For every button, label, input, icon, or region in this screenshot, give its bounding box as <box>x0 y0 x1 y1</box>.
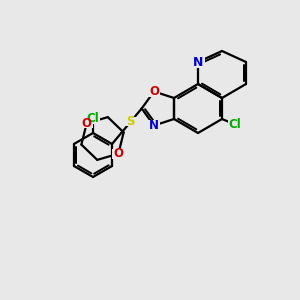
Bar <box>148 86 160 97</box>
Text: N: N <box>149 119 159 132</box>
Text: S: S <box>126 116 135 128</box>
Bar <box>228 119 242 129</box>
Bar <box>148 121 160 130</box>
Text: O: O <box>113 147 123 160</box>
Bar <box>125 118 136 127</box>
Text: N: N <box>193 56 203 68</box>
Text: Cl: Cl <box>229 118 241 131</box>
Text: O: O <box>82 117 92 130</box>
Bar <box>81 118 93 128</box>
Bar <box>112 149 124 159</box>
Bar <box>86 114 100 124</box>
Text: O: O <box>149 85 159 98</box>
Text: Cl: Cl <box>87 112 99 125</box>
Bar <box>191 56 205 68</box>
